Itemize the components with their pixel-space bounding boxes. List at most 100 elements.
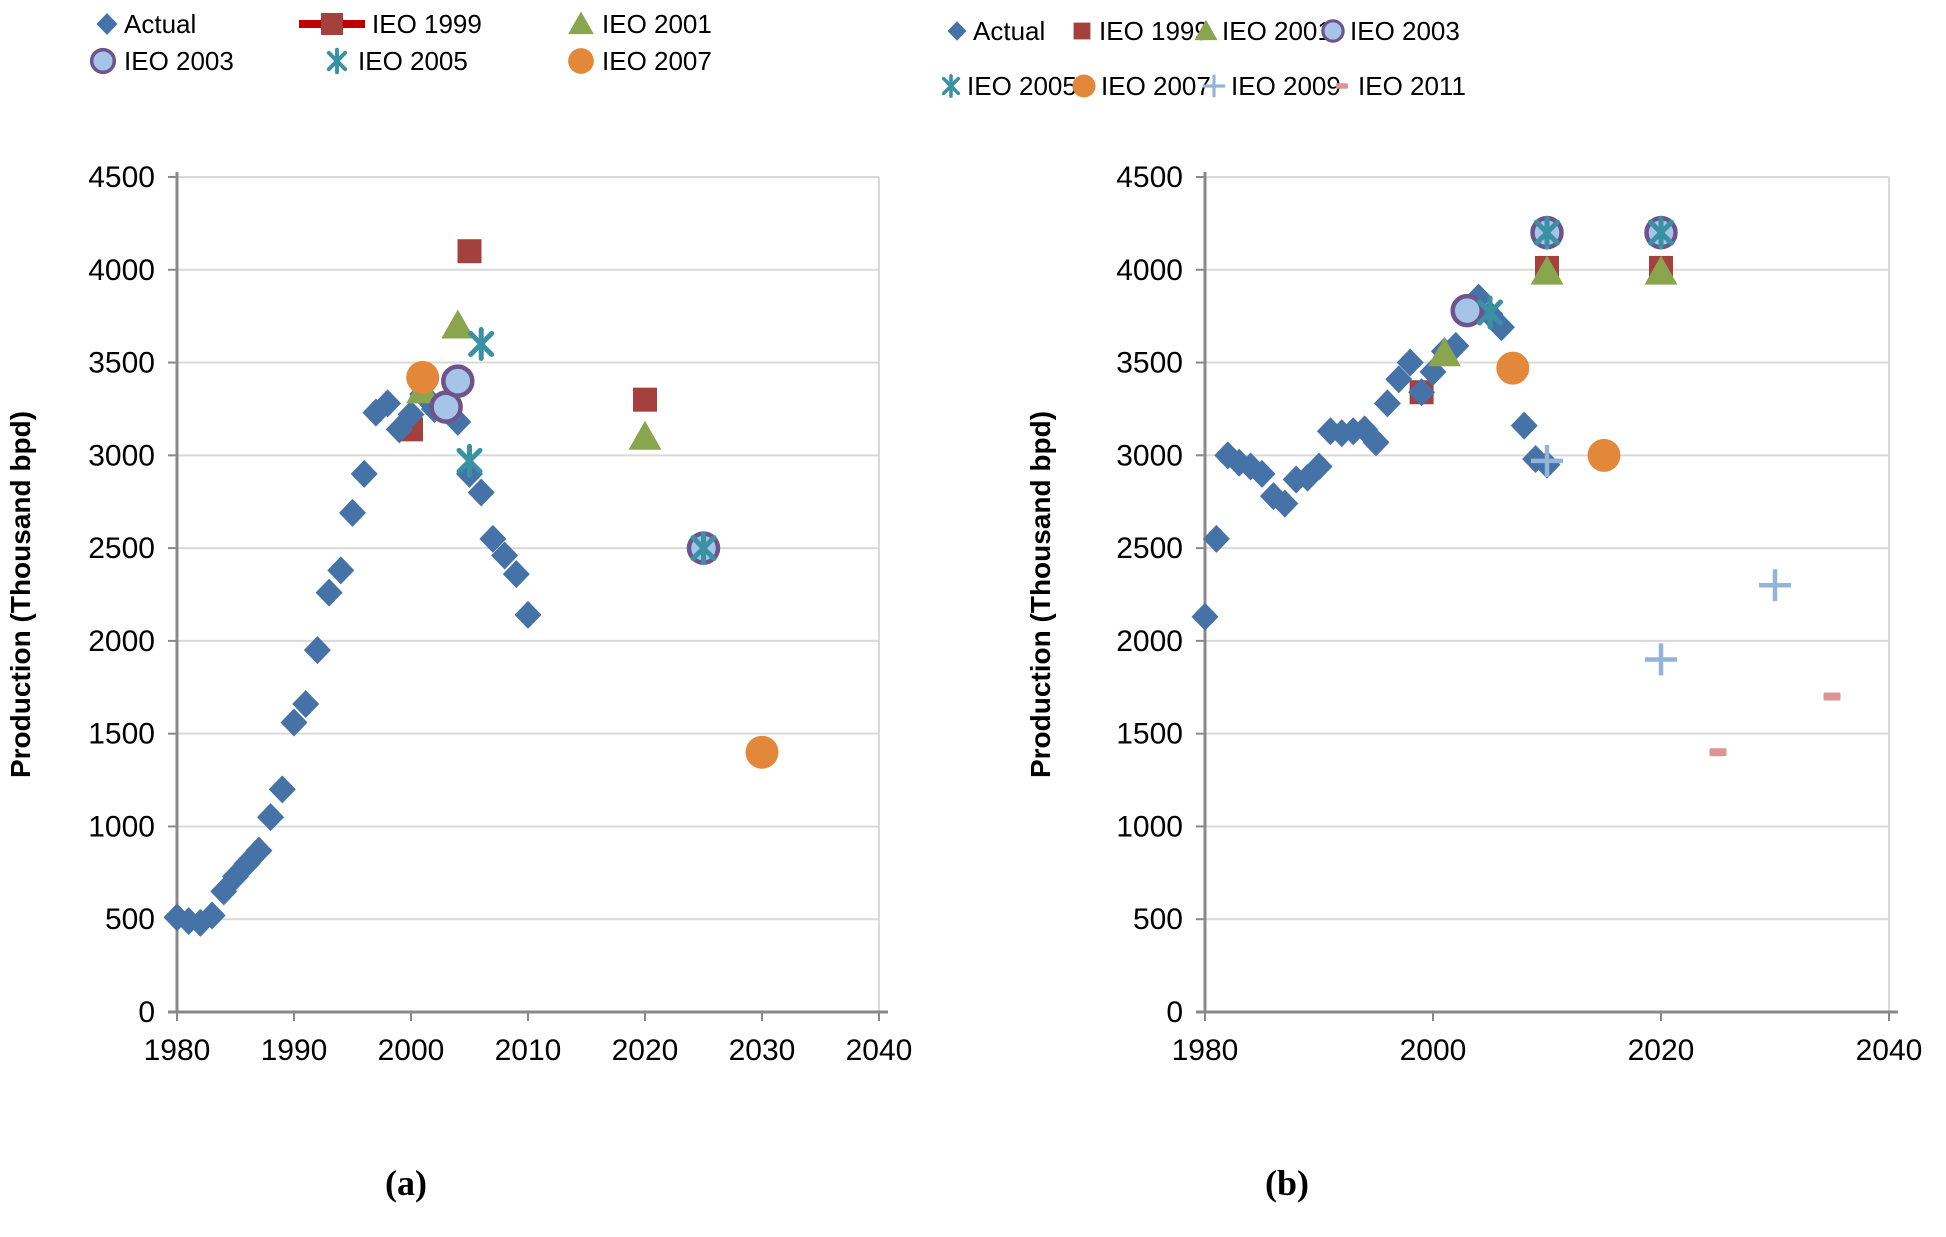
- legend-label: IEO 2007: [602, 46, 712, 76]
- legend-actual-diamond-icon: [96, 13, 118, 35]
- y-tick-label: 0: [138, 996, 155, 1029]
- point-ieo-2001: [1530, 255, 1564, 285]
- point-actual: [327, 556, 355, 585]
- point-actual: [374, 389, 402, 418]
- y-axis-title: Production (Thousand bpd): [1025, 411, 1056, 778]
- x-tick-label: 2020: [612, 1034, 679, 1067]
- legend-b: Actual IEO 1999 IEO 2001 IEO 2003 IEO 2005 IE…: [941, 16, 1466, 101]
- legend-label: IEO 2001: [602, 9, 712, 39]
- point-actual: [198, 901, 226, 930]
- point-actual: [257, 803, 285, 832]
- legend-ieo-2011-dash-icon: [1336, 83, 1348, 89]
- point-actual: [1396, 348, 1424, 377]
- legend-ieo-2003-ring-circle-icon: [1321, 19, 1345, 43]
- point-ieo-2003: [1450, 293, 1484, 328]
- point-ieo-2009: [1531, 444, 1563, 477]
- point-actual: [1510, 411, 1538, 440]
- legend-ieo-2005-asterisk-icon: [326, 47, 348, 75]
- point-ieo-2007: [745, 735, 779, 769]
- series-b-ieo-2007: [1496, 351, 1621, 472]
- point-ieo-2007: [1587, 438, 1621, 472]
- y-tick-label: 4500: [1116, 161, 1183, 194]
- x-tick-label: 2000: [378, 1034, 445, 1067]
- legend-label: Actual: [124, 9, 196, 39]
- x-tick-label: 1990: [261, 1034, 328, 1067]
- series-b-ieo-2001: [1427, 255, 1678, 367]
- y-tick-label: 1500: [88, 718, 155, 751]
- point-ieo-2009: [1759, 569, 1791, 602]
- legend-ieo-2009-plus-icon: [1202, 74, 1226, 98]
- point-actual: [397, 400, 425, 429]
- point-ieo-1999: [633, 387, 657, 412]
- point-actual: [315, 578, 343, 607]
- panel-caption: (b): [1265, 1163, 1309, 1203]
- legend-label: IEO 1999: [1099, 16, 1209, 46]
- y-tick-label: 4000: [1116, 254, 1183, 287]
- point-actual: [1248, 459, 1276, 488]
- series-b-actual: [1191, 283, 1561, 631]
- point-ieo-1999: [457, 239, 482, 264]
- point-actual: [1385, 365, 1413, 394]
- y-tick-label: 500: [105, 903, 155, 936]
- legend-ieo-2007-solid-circle-icon: [1072, 74, 1096, 98]
- point-ieo-2001: [441, 309, 475, 339]
- series-b-ieo-2005: [1477, 215, 1674, 330]
- series-a-ieo-2005: [456, 327, 717, 566]
- legend-ieo-1999-line-square-icon: [299, 13, 365, 35]
- y-tick-label: 2000: [88, 625, 155, 658]
- legend-label: IEO 1999: [372, 9, 482, 39]
- series-b-ieo-2011: [1709, 692, 1841, 757]
- point-actual: [1362, 428, 1390, 457]
- legend-label: IEO 2005: [358, 46, 468, 76]
- legend-label: IEO 2001: [1222, 16, 1332, 46]
- point-ieo-2007: [406, 360, 440, 394]
- y-tick-label: 1500: [1116, 718, 1183, 751]
- legend-label: IEO 2007: [1101, 71, 1211, 101]
- point-actual: [292, 689, 320, 718]
- x-tick-label: 2020: [1628, 1034, 1695, 1067]
- y-tick-label: 0: [1166, 996, 1183, 1029]
- legend-ieo-2005-asterisk-icon: [941, 74, 961, 98]
- legend-label: IEO 2009: [1231, 71, 1341, 101]
- point-ieo-2005: [456, 443, 483, 478]
- series-a-ieo-2007: [406, 360, 779, 769]
- legend-label: IEO 2011: [1358, 71, 1466, 101]
- y-tick-label: 2000: [1116, 625, 1183, 658]
- y-tick-label: 3500: [88, 347, 155, 380]
- y-axis-title: Production (Thousand bpd): [5, 411, 36, 778]
- y-tick-label: 3500: [1116, 347, 1183, 380]
- legend-label: IEO 2003: [124, 46, 234, 76]
- point-ieo-2005: [1534, 215, 1560, 250]
- point-ieo-2005: [1648, 215, 1674, 250]
- legend-label: Actual: [973, 16, 1045, 46]
- series-b-ieo-2009: [1531, 444, 1791, 676]
- x-tick-label: 2040: [846, 1034, 913, 1067]
- series-a-actual: [163, 380, 542, 937]
- point-ieo-2011: [1823, 692, 1841, 701]
- y-tick-label: 3000: [88, 439, 155, 472]
- point-actual: [233, 849, 261, 878]
- point-actual: [491, 541, 519, 570]
- point-actual: [1408, 378, 1436, 407]
- panel-a: 4500 4000 3500 3000 2500 2000 1500 1000 500 0 1980…: [5, 9, 912, 1203]
- point-ieo-2005: [468, 327, 495, 361]
- panel-b: 4500 4000 3500 3000 2500 2000 1500 1000 500 0 1980…: [941, 16, 1922, 1203]
- legend-a: Actual IEO 1999 IEO 2001 IEO 2003 IEO 2005 IE…: [89, 9, 712, 76]
- legend-ieo-2003-ring-circle-icon: [89, 47, 117, 75]
- panel-caption: (a): [385, 1163, 427, 1203]
- legend-label: IEO 2005: [967, 71, 1077, 101]
- point-actual: [339, 498, 366, 527]
- y-tick-label: 4000: [88, 254, 155, 287]
- point-ieo-2009: [1645, 643, 1677, 676]
- point-actual: [1271, 489, 1299, 518]
- point-ieo-2003: [441, 364, 475, 398]
- x-tick-label: 1980: [144, 1034, 211, 1067]
- x-tick-label: 2030: [729, 1034, 796, 1067]
- legend-ieo-1999-square-icon: [1073, 22, 1091, 40]
- point-actual: [350, 459, 378, 488]
- point-actual: [280, 708, 308, 737]
- point-actual: [1202, 524, 1230, 553]
- point-ieo-2001: [628, 420, 662, 450]
